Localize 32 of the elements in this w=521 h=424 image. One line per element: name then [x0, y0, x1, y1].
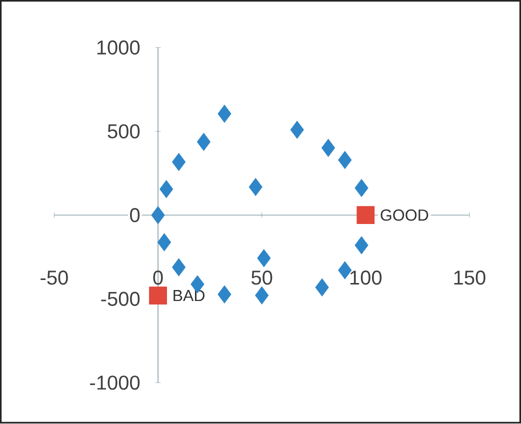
point	[196, 133, 210, 152]
point	[354, 179, 368, 198]
point	[172, 258, 186, 276]
point	[157, 234, 172, 252]
annotation: GOOD	[380, 210, 428, 221]
point	[315, 278, 329, 296]
point	[356, 206, 375, 224]
x-tick-label: 150	[454, 270, 486, 285]
annotation: BAD	[174, 290, 204, 302]
point	[354, 236, 368, 254]
point	[151, 206, 165, 224]
point	[322, 139, 336, 158]
y-tick-label: 500	[108, 124, 140, 139]
y-tick-label: 1000	[97, 40, 140, 55]
point	[172, 153, 186, 172]
point	[338, 151, 352, 170]
y-tick-label: 0	[130, 208, 140, 222]
x-tick-label: 100	[350, 270, 382, 285]
point	[218, 105, 232, 123]
point	[160, 180, 174, 198]
x-tick-label: 0	[153, 270, 163, 285]
y-tick-label: -1000	[90, 376, 140, 390]
point	[149, 286, 167, 305]
point	[255, 286, 269, 305]
x-tick-label: -50	[40, 270, 68, 285]
x-tick-label: 50	[251, 270, 272, 285]
point	[248, 178, 262, 196]
point	[218, 286, 232, 304]
y-tick-label: -500	[101, 292, 140, 306]
point	[290, 121, 304, 139]
point	[257, 249, 271, 268]
point	[338, 262, 352, 280]
